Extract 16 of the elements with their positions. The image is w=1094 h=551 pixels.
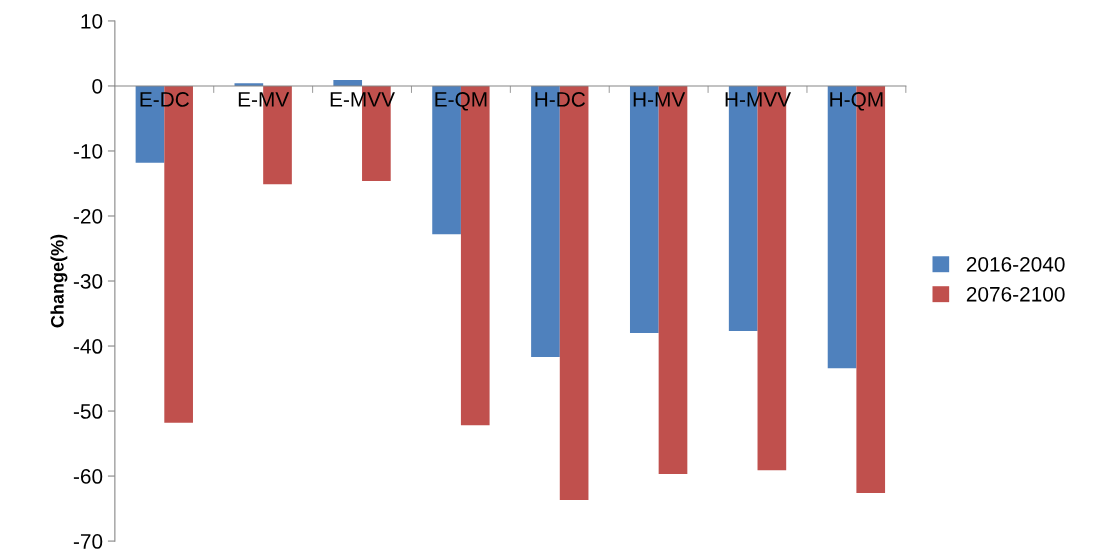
x-tick-label: H-DC	[535, 92, 586, 107]
y-tick-label: 10	[81, 13, 103, 29]
y-tick-label: -60	[73, 469, 103, 484]
x-tick-label: H-MV	[633, 92, 686, 107]
y-tick-label: -40	[73, 339, 103, 354]
y-tick-label: 0	[92, 78, 103, 94]
x-tick-label: H-MVV	[725, 92, 791, 107]
x-tick-label: E-QM	[435, 92, 487, 111]
y-tick-label: -70	[73, 534, 103, 549]
y-tick-label: -50	[73, 404, 103, 419]
legend-label: 2076-2100	[966, 286, 1065, 302]
y-axis-title: Change(%)	[50, 234, 68, 328]
y-tick-label: -20	[73, 208, 103, 224]
y-tick-label: -30	[73, 274, 103, 289]
y-tick-label: -10	[73, 143, 103, 159]
legend-label: 2016-2040	[966, 256, 1065, 272]
